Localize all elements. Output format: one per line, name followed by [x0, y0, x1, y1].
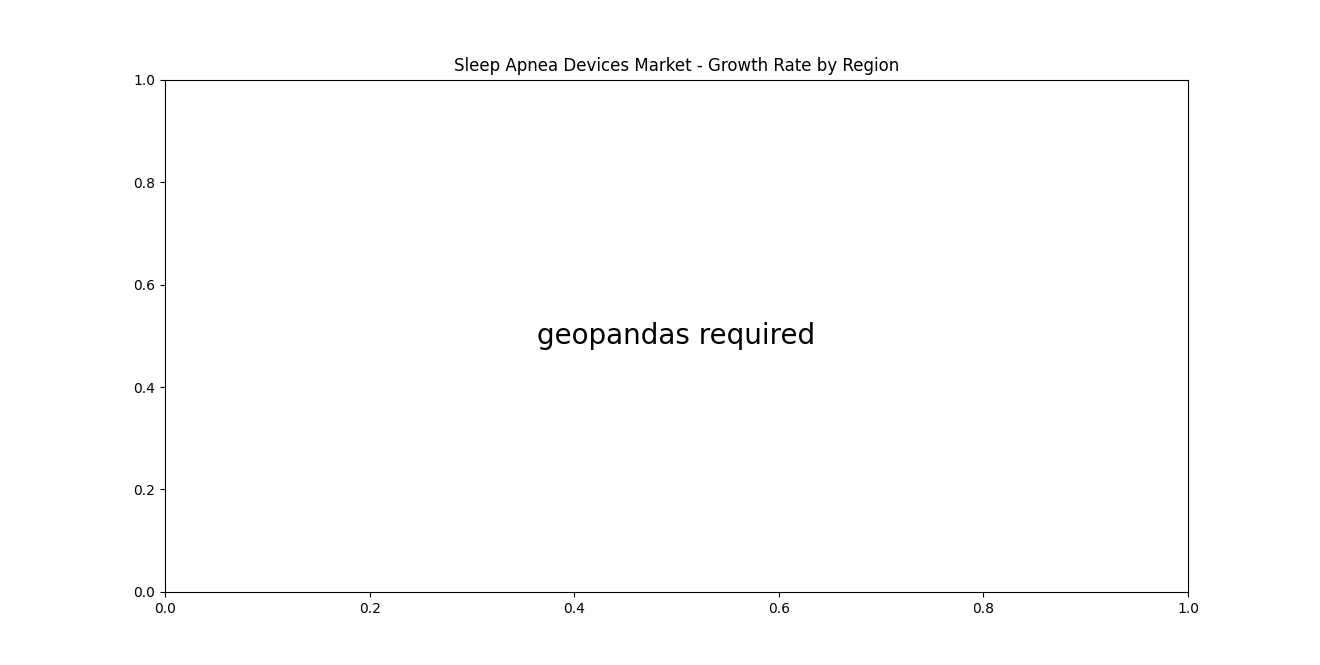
Text: geopandas required: geopandas required [537, 322, 816, 350]
Title: Sleep Apnea Devices Market - Growth Rate by Region: Sleep Apnea Devices Market - Growth Rate… [454, 57, 899, 75]
